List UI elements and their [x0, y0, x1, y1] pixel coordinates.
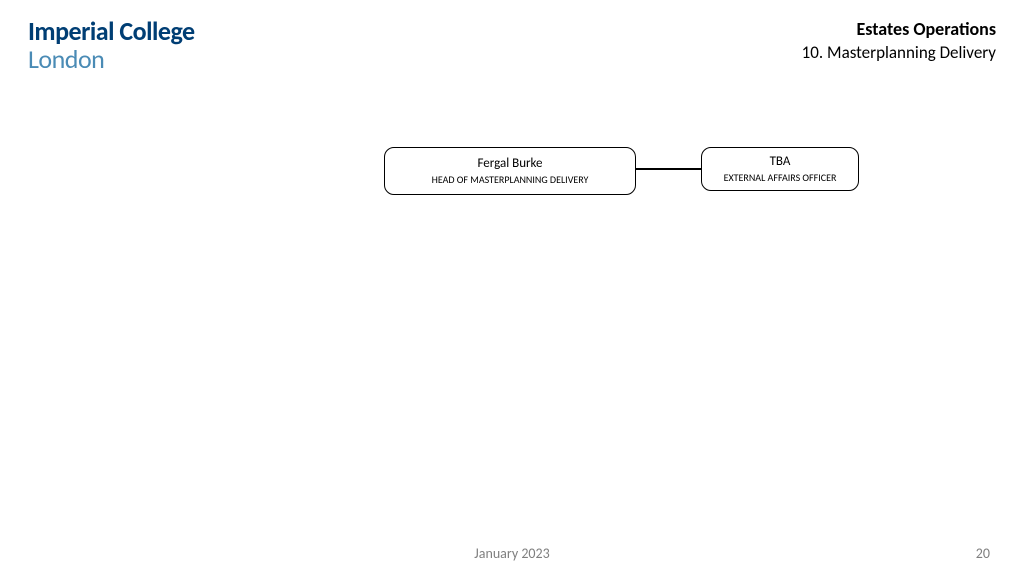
node-role: EXTERNAL AFFAIRS OFFICER	[724, 172, 837, 184]
page-title: Estates Operations	[802, 18, 996, 40]
org-chart: Fergal Burke HEAD OF MASTERPLANNING DELIV…	[0, 0, 1024, 576]
node-role: HEAD OF MASTERPLANNING DELIVERY	[432, 174, 589, 186]
footer-date: January 2023	[474, 545, 549, 562]
org-chart-connector	[636, 168, 701, 170]
header-right: Estates Operations 10. Masterplanning De…	[802, 18, 996, 63]
logo-line-1: Imperial College	[28, 18, 195, 44]
logo: Imperial College London	[28, 18, 195, 72]
node-name: TBA	[770, 154, 791, 170]
page-subtitle: 10. Masterplanning Delivery	[802, 42, 996, 63]
org-chart-node: TBA EXTERNAL AFFAIRS OFFICER	[701, 147, 859, 191]
org-chart-node: Fergal Burke HEAD OF MASTERPLANNING DELIV…	[384, 147, 636, 195]
slide-header: Imperial College London Estates Operatio…	[0, 18, 1024, 72]
logo-line-2: London	[28, 46, 195, 72]
footer-page-number: 20	[976, 545, 990, 562]
node-name: Fergal Burke	[477, 156, 542, 172]
